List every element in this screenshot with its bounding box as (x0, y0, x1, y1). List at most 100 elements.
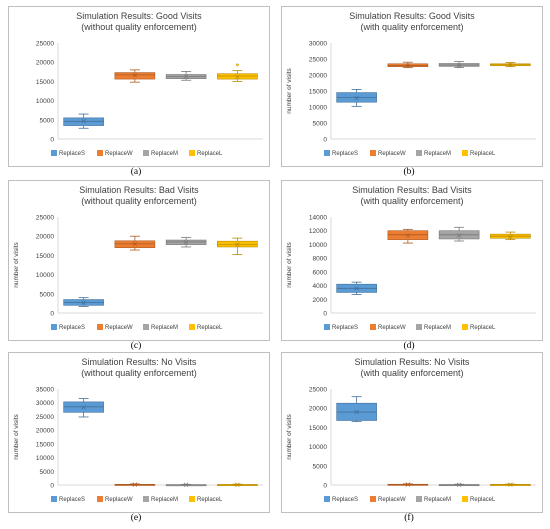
legend-swatch-ReplaceW (97, 150, 103, 156)
legend-swatch-ReplaceW (97, 324, 103, 330)
legend-label-ReplaceM: ReplaceM (151, 325, 178, 331)
box-ReplaceS (63, 113, 104, 129)
box-ReplaceS (336, 89, 377, 107)
legend-label-ReplaceS: ReplaceS (59, 497, 85, 503)
chart-panel-d: Simulation Results: Bad Visits (with qual… (281, 180, 543, 346)
box-ReplaceW (387, 228, 429, 244)
box-plot-chart: Simulation Results: Bad Visits(with qual… (281, 180, 543, 341)
legend-label-ReplaceS: ReplaceS (332, 151, 358, 157)
legend-label-ReplaceW: ReplaceW (105, 325, 133, 331)
mean-marker (81, 300, 86, 305)
y-tick-label: 25000 (309, 387, 327, 394)
legend-label-ReplaceL: ReplaceL (197, 497, 223, 503)
y-tick-label: 20000 (36, 234, 54, 241)
legend-label-ReplaceS: ReplaceS (332, 325, 358, 331)
chart-frame (281, 6, 543, 167)
legend-swatch-ReplaceM (416, 150, 422, 156)
legend-label-ReplaceM: ReplaceM (424, 325, 451, 331)
box-ReplaceW (114, 235, 156, 251)
box-plot-chart: Simulation Results: Bad Visits(without q… (8, 180, 270, 341)
box-ReplaceS (63, 398, 104, 418)
box-plot-chart: Simulation Results: Good Visits(with qua… (281, 6, 543, 167)
y-axis-label: number of visits (13, 241, 20, 287)
legend-swatch-ReplaceW (97, 496, 103, 502)
box-ReplaceM (438, 226, 480, 242)
legend-swatch-ReplaceS (324, 150, 330, 156)
box-plot-chart: Simulation Results: No Visits(without qu… (8, 352, 270, 513)
box-ReplaceM (165, 71, 207, 81)
legend-label-ReplaceL: ReplaceL (197, 325, 223, 331)
legend-label-ReplaceL: ReplaceL (470, 151, 496, 157)
legend-label-ReplaceL: ReplaceL (470, 497, 496, 503)
chart-frame (8, 6, 270, 167)
y-tick-label: 30000 (36, 400, 54, 407)
mean-marker (405, 233, 411, 238)
chart-title: Simulation Results: Bad Visits (79, 185, 199, 195)
caption-f: (f) (404, 513, 414, 523)
y-tick-label: 25000 (309, 57, 327, 64)
legend-label-ReplaceM: ReplaceM (424, 151, 451, 157)
y-tick-label: 10000 (309, 105, 327, 112)
y-tick-label: 20000 (309, 73, 327, 80)
legend-swatch-ReplaceM (143, 324, 149, 330)
chart-subtitle: (with quality enforcement) (360, 196, 463, 206)
mean-marker (456, 63, 462, 68)
y-axis-label: number of visits (286, 241, 293, 287)
box-ReplaceW (387, 61, 429, 69)
box-ReplaceL (490, 482, 531, 487)
mean-marker (405, 63, 411, 68)
box-plot-chart: Simulation Results: Good Visits(without … (8, 6, 270, 167)
y-tick-label: 20000 (309, 406, 327, 413)
legend-swatch-ReplaceM (416, 496, 422, 502)
mean-marker (456, 233, 462, 238)
mean-marker (183, 240, 189, 245)
chart-subtitle: (without quality enforcement) (81, 196, 197, 206)
mean-marker (235, 482, 240, 487)
box-ReplaceL (217, 63, 258, 82)
legend-swatch-ReplaceL (189, 150, 195, 156)
mean-marker (183, 482, 189, 488)
mean-marker (354, 95, 359, 101)
y-tick-label: 5000 (313, 463, 328, 470)
legend-label-ReplaceW: ReplaceW (105, 497, 133, 503)
legend-label-ReplaceL: ReplaceL (197, 151, 223, 157)
y-tick-label: 30000 (309, 41, 327, 48)
mean-marker (508, 482, 513, 487)
caption-e: (e) (130, 513, 142, 523)
y-tick-label: 0 (50, 137, 54, 144)
caption-b: (b) (403, 167, 415, 177)
legend-swatch-ReplaceM (416, 324, 422, 330)
chart-panel-e: Simulation Results: No Visits (without qu… (8, 352, 270, 518)
caption-d: (d) (403, 341, 415, 351)
mean-marker (354, 286, 359, 291)
y-tick-label: 15000 (36, 253, 54, 260)
chart-subtitle: (with quality enforcement) (360, 22, 463, 32)
y-tick-label: 8000 (313, 256, 328, 263)
y-tick-label: 20000 (36, 60, 54, 67)
y-tick-label: 2000 (313, 297, 328, 304)
mean-marker (132, 482, 138, 487)
chart-subtitle: (with quality enforcement) (360, 368, 463, 378)
y-tick-label: 5000 (313, 121, 328, 128)
y-tick-label: 5000 (40, 117, 55, 124)
box-ReplaceM (438, 482, 480, 487)
legend-swatch-ReplaceM (143, 496, 149, 502)
y-tick-label: 0 (50, 483, 54, 490)
legend-swatch-ReplaceL (462, 150, 468, 156)
y-tick-label: 5000 (40, 291, 55, 298)
box-ReplaceM (165, 482, 207, 488)
box-ReplaceS (336, 281, 377, 295)
y-tick-label: 0 (50, 311, 54, 318)
chart-panel-f: Simulation Results: No Visits (with quali… (281, 352, 543, 518)
chart-title: Simulation Results: No Visits (355, 357, 470, 367)
y-tick-label: 0 (323, 137, 327, 144)
outlier-point (235, 63, 239, 67)
y-tick-label: 15000 (36, 79, 54, 86)
legend-label-ReplaceM: ReplaceM (151, 151, 178, 157)
legend-swatch-ReplaceL (189, 496, 195, 502)
legend-label-ReplaceW: ReplaceW (378, 325, 406, 331)
legend-swatch-ReplaceW (370, 150, 376, 156)
chart-frame (281, 180, 543, 341)
legend-label-ReplaceS: ReplaceS (332, 497, 358, 503)
legend-swatch-ReplaceW (370, 324, 376, 330)
